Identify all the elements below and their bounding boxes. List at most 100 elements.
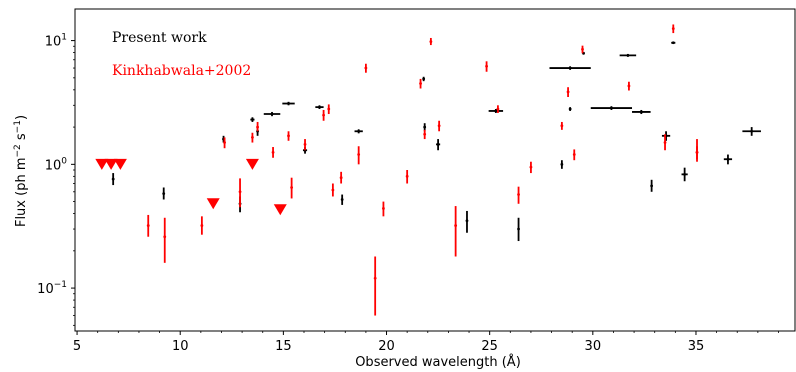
point-marker	[529, 165, 533, 169]
x-tick-label: 10	[172, 339, 189, 354]
data-point	[568, 107, 572, 111]
data-point	[162, 187, 166, 200]
data-point	[315, 105, 324, 110]
point-marker	[650, 184, 654, 188]
point-marker	[465, 219, 469, 223]
plot-area	[95, 24, 761, 316]
plot-frame	[74, 8, 796, 332]
data-point	[327, 104, 331, 115]
data-point	[354, 129, 363, 134]
point-marker	[327, 107, 331, 111]
data-point	[111, 173, 115, 186]
point-marker	[683, 172, 687, 176]
point-marker	[303, 142, 307, 146]
legend-label-present-work: Present work	[112, 30, 207, 46]
data-point	[437, 120, 441, 132]
data-point	[382, 201, 385, 217]
upper-limit-marker	[104, 158, 118, 170]
point-marker	[287, 134, 290, 138]
data-point	[517, 186, 520, 204]
data-point	[627, 81, 631, 91]
point-marker	[663, 141, 667, 144]
data-point	[742, 127, 761, 136]
point-marker	[251, 136, 254, 139]
data-point	[339, 171, 343, 184]
point-marker	[373, 276, 377, 280]
data-point	[303, 139, 307, 151]
data-point	[290, 177, 294, 199]
point-marker	[496, 107, 500, 111]
point-marker	[560, 124, 564, 128]
data-point	[322, 109, 325, 121]
data-point	[429, 37, 433, 46]
data-point	[695, 139, 699, 162]
point-marker	[517, 227, 520, 231]
point-marker	[423, 125, 427, 129]
data-point	[632, 109, 651, 115]
upper-limit-marker	[245, 158, 259, 170]
data-point	[200, 216, 204, 235]
point-marker	[270, 112, 274, 116]
point-marker	[671, 41, 675, 45]
data-point	[663, 134, 667, 151]
data-point	[256, 121, 259, 132]
legend-label-kinkhabwala-2002: Kinkhabwala+2002	[112, 63, 251, 79]
point-marker	[609, 106, 613, 110]
point-marker	[271, 150, 275, 154]
point-marker	[429, 40, 433, 44]
data-point	[163, 217, 167, 263]
data-point	[566, 87, 570, 98]
point-marker	[485, 64, 488, 68]
data-point	[671, 41, 676, 45]
data-point	[331, 183, 335, 197]
point-marker	[238, 190, 242, 194]
point-marker	[318, 105, 321, 109]
point-marker	[581, 47, 584, 51]
data-point	[572, 149, 576, 161]
point-marker	[572, 153, 576, 156]
point-marker	[364, 66, 368, 70]
point-marker	[357, 129, 361, 133]
data-point	[223, 137, 226, 149]
data-point	[422, 76, 426, 82]
point-marker	[163, 235, 167, 239]
point-marker	[423, 132, 427, 136]
x-tick-label: 5	[73, 339, 81, 354]
point-marker	[223, 141, 226, 144]
point-marker	[419, 82, 422, 85]
data-point	[485, 61, 488, 72]
data-point	[146, 214, 150, 237]
point-marker	[382, 207, 385, 210]
data-point	[488, 109, 504, 113]
legend: Present work Kinkhabwala+2002	[112, 30, 251, 79]
data-point	[364, 63, 368, 73]
data-point	[238, 178, 242, 208]
point-marker	[357, 153, 361, 156]
x-axis-label: Observed wavelength (Å)	[355, 354, 521, 370]
point-marker	[568, 107, 572, 111]
data-point	[282, 101, 295, 106]
point-marker	[290, 186, 294, 189]
x-tick-label: 25	[481, 339, 498, 354]
point-marker	[626, 53, 630, 57]
point-marker	[331, 188, 335, 192]
data-point	[560, 121, 564, 130]
point-marker	[750, 129, 754, 133]
data-point	[671, 24, 675, 34]
point-marker	[568, 66, 572, 70]
data-point	[496, 105, 500, 113]
data-point	[357, 146, 361, 165]
y-tick-label: 101	[45, 33, 67, 50]
x-axis: 5 10 15 20 25 30 35	[73, 331, 779, 354]
point-marker	[436, 142, 440, 146]
point-marker	[162, 192, 166, 196]
point-marker	[627, 84, 631, 88]
point-marker	[339, 176, 343, 180]
data-point	[251, 132, 254, 143]
upper-limit-marker	[95, 158, 109, 170]
point-marker	[422, 77, 426, 81]
data-point	[419, 78, 422, 89]
data-point	[517, 217, 520, 242]
point-marker	[322, 113, 325, 117]
